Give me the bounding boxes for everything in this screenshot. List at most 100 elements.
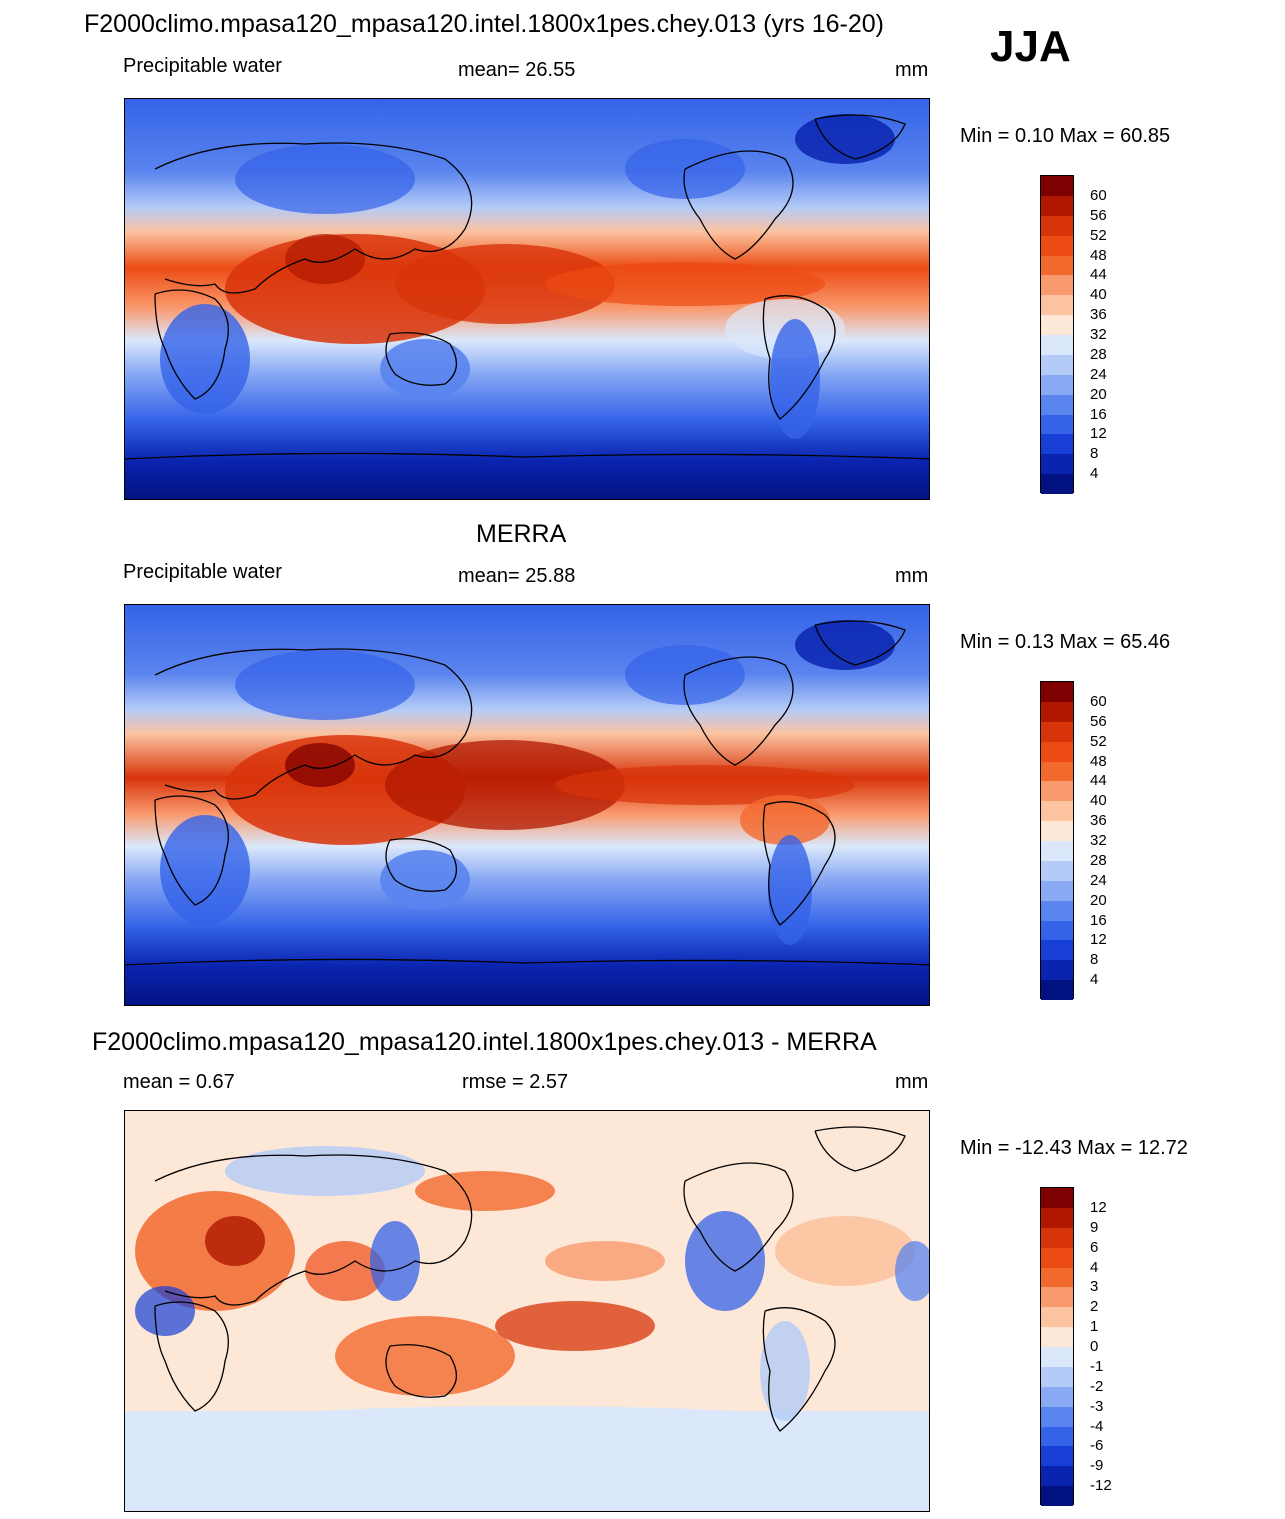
panel-2-mean-label: mean= 25.88 (458, 565, 576, 587)
colorbar-swatch (1041, 900, 1073, 921)
colorbar-swatch (1041, 920, 1073, 941)
colorbar-swatch (1041, 235, 1073, 256)
colorbar-swatch (1041, 275, 1073, 296)
colorbar-tick-label: 60 (1090, 692, 1107, 710)
colorbar-tick-label: 8 (1090, 445, 1099, 463)
colorbar-tick-label: 12 (1090, 931, 1107, 949)
colorbar-tick-label: 32 (1090, 832, 1107, 849)
colorbar-tick-label: 40 (1090, 286, 1107, 304)
colorbar-tick-label: 36 (1090, 306, 1107, 324)
panel-3-units-label: mm (895, 1071, 929, 1093)
colorbar-swatch (1041, 801, 1073, 822)
colorbar-tick-label: 8 (1090, 951, 1099, 969)
colorbar-swatch (1041, 1446, 1073, 1467)
colorbar-swatch (1041, 1247, 1073, 1268)
panel-2-title: MERRA (476, 520, 567, 548)
colorbar-swatch (1041, 1287, 1073, 1308)
colorbar-swatch (1041, 1466, 1073, 1487)
colorbar-swatch (1041, 940, 1073, 961)
colorbar-tick-label: -2 (1090, 1377, 1104, 1395)
colorbar-swatch (1041, 434, 1073, 455)
panel-1-units-label: mm (895, 59, 929, 81)
colorbar-swatch (1041, 414, 1073, 435)
colorbar-swatch (1041, 474, 1073, 494)
panel-3-colorbar (1040, 1187, 1074, 1506)
colorbar-tick-label: 16 (1090, 405, 1107, 423)
colorbar-tick-label: 24 (1090, 871, 1107, 889)
colorbar-swatch (1041, 1307, 1073, 1328)
colorbar-tick-label: 28 (1090, 851, 1107, 869)
colorbar-swatch (1041, 1207, 1073, 1228)
panel-1-title: F2000climo.mpasa120_mpasa120.intel.1800x… (84, 10, 885, 38)
colorbar-tick-label: -9 (1090, 1457, 1104, 1475)
colorbar-swatch (1041, 701, 1073, 722)
colorbar-tick-label: 12 (1090, 425, 1107, 443)
colorbar-tick-label: 56 (1090, 206, 1107, 224)
colorbar-tick-label: 52 (1090, 226, 1107, 244)
colorbar-tick-label: 44 (1090, 772, 1107, 790)
colorbar-tick-label: 16 (1090, 911, 1107, 929)
colorbar-swatch (1041, 1267, 1073, 1288)
season-label: JJA (990, 22, 1071, 71)
colorbar-tick-label: 1 (1090, 1318, 1099, 1336)
colorbar-swatch (1041, 980, 1073, 1000)
panel-2-colorbar (1040, 681, 1074, 1000)
colorbar-swatch (1041, 454, 1073, 475)
panel-2-variable-label: Precipitable water (123, 561, 282, 583)
colorbar-swatch (1041, 841, 1073, 861)
panel-1-range-label: Min = 0.10 Max = 60.85 (960, 125, 1171, 147)
colorbar-tick-label: -1 (1090, 1357, 1104, 1375)
colorbar-tick-label: 48 (1090, 752, 1107, 770)
colorbar-swatch (1041, 1227, 1073, 1248)
panel-1-mean-label: mean= 26.55 (458, 59, 576, 81)
colorbar-swatch (1041, 195, 1073, 216)
colorbar-swatch (1041, 1486, 1073, 1506)
panel-3-mean-label: mean = 0.67 (123, 1071, 235, 1093)
colorbar-swatch (1041, 860, 1073, 881)
panel-3-map (124, 1110, 930, 1512)
colorbar-tick-label: 4 (1090, 465, 1099, 483)
colorbar-swatch (1041, 960, 1073, 981)
panel-1-variable-label: Precipitable water (123, 55, 282, 77)
colorbar-tick-label: -12 (1090, 1477, 1112, 1495)
colorbar-tick-label: 60 (1090, 186, 1107, 204)
colorbar-tick-label: 28 (1090, 345, 1107, 363)
colorbar-swatch (1041, 215, 1073, 236)
colorbar-tick-label: 3 (1090, 1278, 1099, 1296)
colorbar-swatch (1041, 1366, 1073, 1387)
colorbar-tick-label: 20 (1090, 385, 1107, 403)
colorbar-tick-label: 12 (1090, 1198, 1107, 1216)
colorbar-swatch (1041, 354, 1073, 375)
colorbar-tick-label: 0 (1090, 1338, 1099, 1355)
colorbar-tick-label: 24 (1090, 365, 1107, 383)
colorbar-swatch (1041, 1386, 1073, 1407)
colorbar-swatch (1041, 1188, 1073, 1208)
colorbar-tick-label: 44 (1090, 266, 1107, 284)
colorbar-swatch (1041, 394, 1073, 415)
colorbar-tick-label: 56 (1090, 712, 1107, 730)
colorbar-swatch (1041, 821, 1073, 841)
colorbar-swatch (1041, 1406, 1073, 1427)
colorbar-swatch (1041, 721, 1073, 742)
colorbar-tick-label: 9 (1090, 1218, 1099, 1236)
colorbar-swatch (1041, 1426, 1073, 1447)
colorbar-swatch (1041, 1347, 1073, 1367)
colorbar-swatch (1041, 682, 1073, 702)
colorbar-tick-label: 52 (1090, 732, 1107, 750)
colorbar-swatch (1041, 1327, 1073, 1347)
colorbar-swatch (1041, 374, 1073, 395)
colorbar-swatch (1041, 880, 1073, 901)
panel-1-colorbar (1040, 175, 1074, 494)
panel-3-range-label: Min = -12.43 Max = 12.72 (960, 1137, 1188, 1159)
colorbar-tick-label: 20 (1090, 891, 1107, 909)
colorbar-tick-label: 4 (1090, 971, 1099, 989)
colorbar-swatch (1041, 781, 1073, 802)
colorbar-swatch (1041, 335, 1073, 355)
panel-3-rmse-label: rmse = 2.57 (462, 1071, 569, 1093)
colorbar-tick-label: 40 (1090, 792, 1107, 810)
colorbar-swatch (1041, 255, 1073, 276)
panel-2-range-label: Min = 0.13 Max = 65.46 (960, 631, 1171, 653)
colorbar-swatch (1041, 315, 1073, 335)
colorbar-tick-label: 2 (1090, 1298, 1099, 1316)
colorbar-tick-label: 6 (1090, 1238, 1099, 1256)
